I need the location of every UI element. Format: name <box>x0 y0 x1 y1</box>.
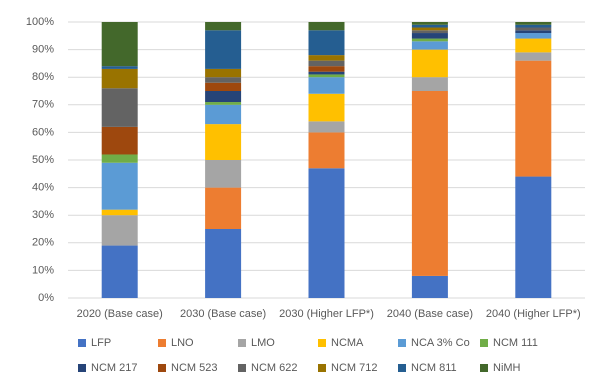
bar-segment <box>308 93 345 122</box>
legend-swatch <box>78 364 86 372</box>
legend-label: LFP <box>91 337 111 349</box>
legend-label: NCM 622 <box>251 362 297 374</box>
legend-label: LNO <box>171 337 194 349</box>
bar-segment <box>101 66 138 69</box>
bar-segment <box>101 245 138 298</box>
legend-swatch <box>318 339 326 347</box>
x-tick-label: 2040 (Higher LFP*) <box>486 308 581 320</box>
bar-segment <box>308 22 345 31</box>
bar-segment <box>515 24 552 28</box>
bar-segment <box>101 88 138 127</box>
legend-label: NCM 811 <box>411 362 457 374</box>
legend-swatch <box>238 339 246 347</box>
bar-segment <box>205 160 242 188</box>
legend-swatch <box>158 364 166 372</box>
bar-segment <box>515 33 552 39</box>
bar-segment <box>205 229 242 298</box>
x-tick-label: 2020 (Base case) <box>77 308 163 320</box>
x-tick-label: 2030 (Higher LFP*) <box>279 308 374 320</box>
bar-segment <box>308 74 345 78</box>
bar-segment <box>515 52 552 61</box>
bar-segment <box>205 124 242 160</box>
y-tick-label: 40% <box>32 182 54 194</box>
y-tick-label: 0% <box>38 292 54 304</box>
bar-segment <box>411 22 448 25</box>
bar-segment <box>101 215 138 246</box>
y-tick-label: 60% <box>32 126 54 138</box>
legend-label: NCA 3% Co <box>411 337 470 349</box>
bar-segment <box>411 77 448 91</box>
y-tick-label: 20% <box>32 237 54 249</box>
bar-segment <box>515 60 552 177</box>
bar-segment <box>515 22 552 25</box>
bar-segment <box>411 49 448 78</box>
legend-label: NCM 217 <box>91 362 137 374</box>
bar-segment <box>205 82 242 91</box>
legend-label: NCMA <box>331 337 364 349</box>
bar-segment <box>411 33 448 39</box>
legend-swatch <box>158 339 166 347</box>
y-tick-label: 70% <box>32 99 54 111</box>
y-tick-label: 50% <box>32 154 54 166</box>
bar-segment <box>308 66 345 72</box>
bar-segment <box>308 121 345 133</box>
y-tick-label: 30% <box>32 209 54 221</box>
bar-segment <box>205 187 242 229</box>
bar-segment <box>205 104 242 125</box>
bar-segment <box>308 77 345 94</box>
bar-segment <box>205 30 242 69</box>
bar-segment <box>515 38 552 53</box>
bar-segment <box>411 41 448 50</box>
bar-segment <box>308 30 345 56</box>
bar-segment <box>101 154 138 163</box>
legend-swatch <box>318 364 326 372</box>
legend-swatch <box>238 364 246 372</box>
x-tick-label: 2040 (Base case) <box>387 308 473 320</box>
bar-segment <box>411 30 448 34</box>
bar-segment <box>308 132 345 169</box>
bar-segment <box>101 22 138 67</box>
x-tick-label: 2030 (Base case) <box>180 308 266 320</box>
y-tick-label: 90% <box>32 44 54 56</box>
bar-segment <box>101 68 138 89</box>
y-tick-label: 80% <box>32 71 54 83</box>
legend-swatch <box>480 339 488 347</box>
legend-swatch <box>78 339 86 347</box>
bar-segment <box>411 38 448 42</box>
bar-segment <box>205 91 242 103</box>
bar-segment <box>411 24 448 28</box>
bar-segment <box>205 68 242 78</box>
bar-segment <box>411 275 448 298</box>
bar-segment <box>308 71 345 75</box>
legend-label: NCM 523 <box>171 362 217 374</box>
bar-segment <box>411 91 448 276</box>
bar-segment <box>101 126 138 155</box>
bar-segment <box>205 22 242 31</box>
bar-segment <box>205 77 242 83</box>
bar-segment <box>515 27 552 31</box>
bar-segment <box>101 209 138 216</box>
bar-segment <box>205 102 242 105</box>
bar-segment <box>101 162 138 210</box>
legend-label: NiMH <box>493 362 521 374</box>
bar-segment <box>515 176 552 298</box>
y-tick-label: 10% <box>32 264 54 276</box>
legend-swatch <box>398 339 406 347</box>
legend-swatch <box>398 364 406 372</box>
y-tick-label: 100% <box>26 16 54 28</box>
legend-label: NCM 111 <box>493 337 538 349</box>
bar-segment <box>411 27 448 31</box>
bar-segment <box>308 60 345 67</box>
legend-label: LMO <box>251 337 275 349</box>
bar-segment <box>308 55 345 61</box>
bar-segment <box>308 168 345 298</box>
legend-swatch <box>480 364 488 372</box>
bar-segment <box>515 30 552 34</box>
legend-label: NCM 712 <box>331 362 377 374</box>
